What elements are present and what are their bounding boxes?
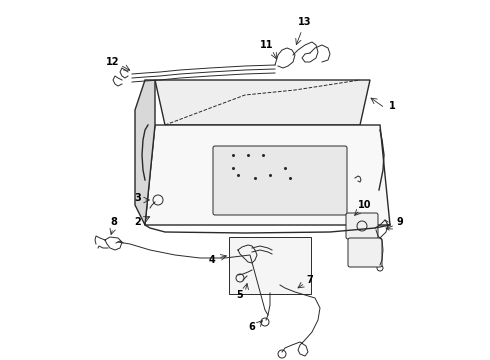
Polygon shape	[145, 125, 390, 225]
FancyBboxPatch shape	[346, 213, 378, 239]
Polygon shape	[135, 80, 155, 225]
Text: 11: 11	[260, 40, 274, 50]
Text: 6: 6	[248, 322, 255, 332]
Text: 3: 3	[135, 193, 142, 203]
Text: 7: 7	[307, 275, 314, 285]
Text: 13: 13	[298, 17, 312, 27]
Text: 2: 2	[135, 217, 142, 227]
Text: 9: 9	[396, 217, 403, 227]
Text: 8: 8	[111, 217, 118, 227]
FancyBboxPatch shape	[229, 237, 311, 294]
Text: 12: 12	[106, 57, 120, 67]
Text: 4: 4	[209, 255, 216, 265]
Text: 5: 5	[237, 290, 244, 300]
Text: 1: 1	[389, 101, 395, 111]
Text: 10: 10	[358, 200, 372, 210]
FancyBboxPatch shape	[213, 146, 347, 215]
Polygon shape	[155, 80, 370, 125]
FancyBboxPatch shape	[348, 238, 382, 267]
